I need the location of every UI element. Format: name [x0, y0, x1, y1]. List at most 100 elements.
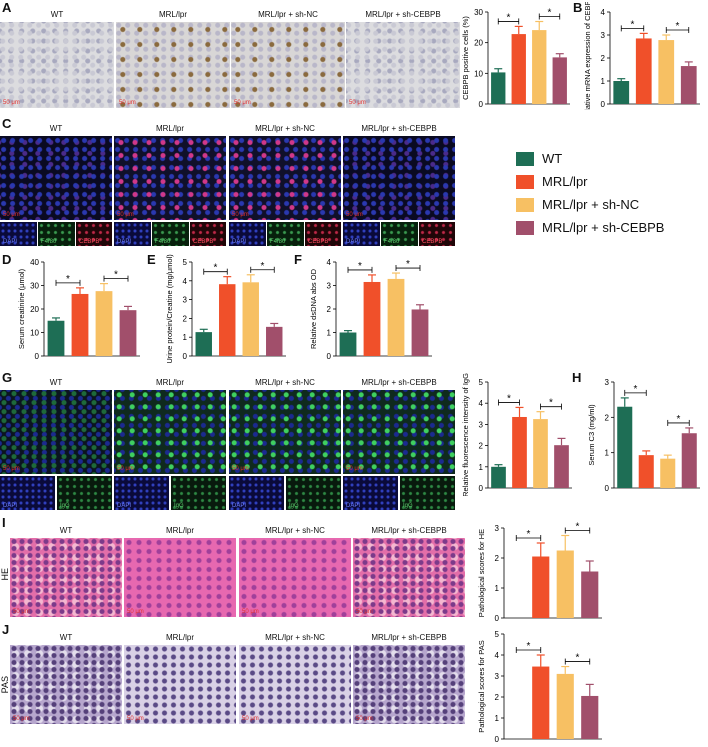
significance-star: *: [66, 274, 70, 285]
panel-label-c: C: [2, 116, 12, 131]
significance-star: *: [576, 653, 580, 664]
ihc-image-wt: 50 μm: [0, 22, 114, 108]
bar: [195, 332, 212, 356]
y-tick-label: 3: [183, 296, 188, 305]
y-tick-label: 3: [495, 672, 500, 681]
c-dapi-wt: DAPI: [0, 222, 37, 246]
significance-star: *: [549, 398, 553, 409]
bar: [554, 445, 569, 488]
bar: [532, 666, 550, 739]
bar: [71, 293, 89, 356]
bar: [556, 673, 574, 739]
scale-bar-label: 50 μm: [3, 466, 20, 472]
channel-label: DAPI: [232, 239, 247, 245]
y-tick-label: 20: [30, 305, 39, 314]
y-tick-label: 0: [495, 614, 500, 623]
scale-bar-label: 50 μm: [117, 212, 134, 218]
c-title-mrl: MRL/lpr: [155, 124, 184, 133]
bar: [680, 66, 697, 104]
scale-bar-label: 50 μm: [232, 466, 249, 472]
bar: [491, 466, 506, 488]
i-title-wt: WT: [59, 526, 73, 535]
y-tick-label: 1: [183, 333, 188, 342]
y-axis-title: Relative dsDNA abs OD: [309, 268, 318, 349]
y-tick-label: 3: [495, 524, 500, 533]
chart-j: 0 1 2 3 4 5 Pathological scores for PAS * *: [477, 630, 602, 744]
y-tick-label: 5: [479, 378, 484, 387]
bar: [681, 433, 697, 488]
g-igg-shnc: IgG: [286, 476, 341, 510]
bar: [363, 281, 381, 356]
y-tick-label: 3: [605, 378, 610, 387]
y-tick-label: 20: [474, 39, 483, 48]
g-dapi-shcebpb: DAPI: [343, 476, 398, 510]
i-title-shcebpb: MRL/lpr + sh-CEBPB: [371, 526, 447, 535]
c-dapi-mrl: DAPI: [114, 222, 151, 246]
a-title-shcebpb: MRL/lpr + sh-CEBPB: [365, 10, 441, 19]
bar: [339, 332, 357, 356]
significance-star: *: [527, 529, 531, 540]
j-title-shnc: MRL/lpr + sh-NC: [265, 633, 325, 642]
y-axis-title: Relative fluorescence intensity of IgG: [461, 373, 470, 496]
significance-star: *: [676, 21, 680, 32]
bar: [387, 278, 405, 356]
pas-image-shnc: 50 μm: [239, 645, 351, 724]
he-image-shnc: 50 μm: [239, 538, 351, 617]
he-image-shcebpb: 50 μm: [353, 538, 465, 617]
y-axis-title: Serum C3 (mg/ml): [587, 404, 596, 466]
legend-swatch-shcebpb: [516, 221, 534, 235]
scale-bar-label: 50 μm: [3, 212, 20, 218]
scale-bar-label: 50 μm: [242, 609, 259, 615]
bar: [242, 282, 259, 356]
c-dapi-shcebpb: DAPI: [343, 222, 380, 246]
bar: [512, 416, 527, 488]
channel-label: IgG: [60, 503, 70, 509]
y-tick-label: 2: [495, 554, 500, 563]
y-tick-label: 4: [183, 277, 188, 286]
bar: [47, 320, 65, 356]
bar: [266, 326, 283, 356]
y-axis-title: Serum creatinine (μmol): [17, 268, 26, 349]
bar: [219, 284, 236, 356]
g-igg-mrl: IgG: [171, 476, 226, 510]
c-title-shnc: MRL/lpr + sh-NC: [255, 124, 315, 133]
if-merge-wt: 50 μm: [0, 136, 112, 220]
c-dapi-shnc: DAPI: [229, 222, 266, 246]
c-cebpb-shnc: CEBPB: [305, 222, 341, 246]
legend-swatch-wt: [516, 152, 534, 166]
panel-label-a: A: [2, 0, 12, 15]
y-tick-label: 1: [495, 584, 500, 593]
chart-d: 0 10 20 30 40 Serum creatinine (μmol) * *: [17, 258, 140, 361]
panel-label-j: J: [2, 622, 10, 637]
bar: [660, 458, 676, 488]
he-image-wt: 50 μm: [10, 538, 122, 617]
y-tick-label: 0: [479, 484, 484, 493]
significance-star: *: [114, 270, 118, 281]
y-tick-label: 30: [30, 282, 39, 291]
chart-h: 0 1 2 3 Serum C3 (mg/ml) * *: [587, 378, 700, 493]
y-tick-label: 40: [30, 258, 39, 267]
y-axis-title: Urine protein/Creatine (mg/μmol): [165, 254, 174, 364]
channel-label: F4/80: [270, 239, 286, 245]
legend-label-mrl: MRL/lpr: [542, 174, 588, 189]
bar: [638, 455, 654, 488]
if-merge-shcebpb: 50 μm: [343, 136, 455, 220]
y-tick-label: 2: [605, 413, 610, 422]
c-f480-shnc: F4/80: [267, 222, 304, 246]
panel-label-b: B: [573, 0, 583, 15]
y-tick-label: 0: [601, 100, 606, 109]
scale-bar-label: 50 μm: [346, 212, 363, 218]
legend-swatch-mrl: [516, 175, 534, 189]
significance-star: *: [548, 8, 552, 19]
row-label-he: HE: [0, 568, 10, 581]
significance-star: *: [358, 261, 362, 272]
significance-star: *: [634, 384, 638, 395]
panel-label-g: G: [2, 370, 13, 385]
channel-label: DAPI: [3, 239, 18, 245]
channel-label: DAPI: [117, 239, 132, 245]
scale-bar-label: 50 μm: [127, 609, 144, 615]
a-title-shnc: MRL/lpr + sh-NC: [258, 10, 318, 19]
y-tick-label: 5: [183, 258, 188, 267]
y-tick-label: 3: [327, 282, 332, 291]
channel-label: F4/80: [155, 239, 171, 245]
